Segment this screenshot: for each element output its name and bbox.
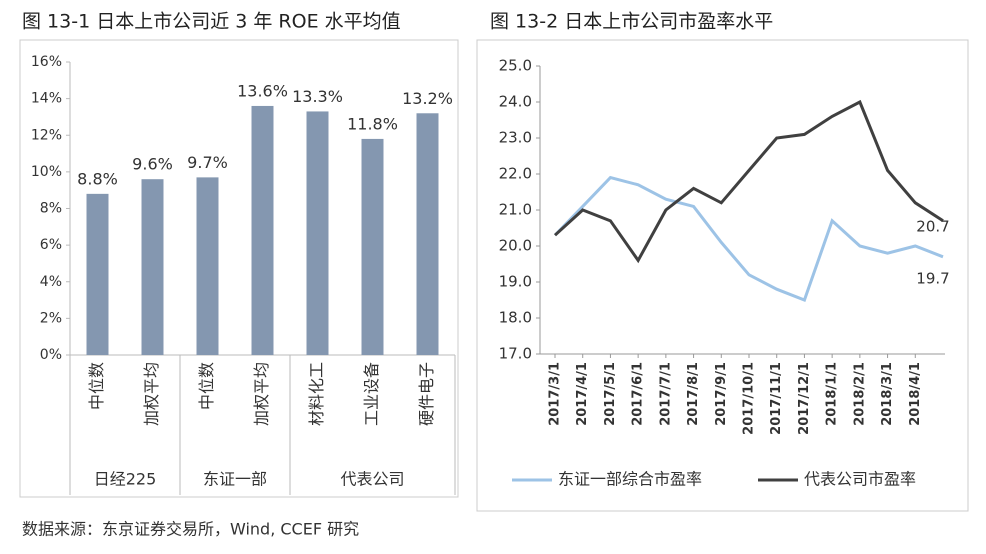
legend-label: 东证一部综合市盈率: [558, 470, 702, 489]
x-tick-label: 2018/1/1: [825, 362, 840, 426]
y-tick-label: 2%: [40, 310, 62, 326]
y-tick-label: 14%: [31, 91, 62, 107]
x-tick-label: 材料化工: [307, 362, 326, 426]
bar: [141, 179, 164, 355]
chart-title: 图 13-1 日本上市公司近 3 年 ROE 水平均值: [22, 11, 401, 33]
data-label: 9.7%: [187, 153, 228, 172]
group-label: 代表公司: [340, 470, 404, 489]
x-tick-label: 硬件电子: [417, 362, 436, 426]
data-label: 13.2%: [402, 89, 453, 108]
x-tick-label: 中位数: [87, 362, 106, 410]
panel-1: [19, 39, 459, 498]
x-tick-label: 2017/5/1: [603, 362, 618, 426]
y-tick-label: 12%: [31, 127, 62, 143]
x-tick-label: 2017/9/1: [714, 362, 729, 426]
x-tick-label: 2017/6/1: [631, 362, 646, 426]
x-tick-label: 2017/4/1: [575, 362, 590, 426]
bar: [196, 177, 219, 355]
y-tick-label: 25.0: [499, 57, 532, 75]
x-tick-label: 2017/12/1: [797, 362, 812, 435]
bar: [86, 193, 109, 355]
data-label: 8.8%: [77, 169, 118, 188]
data-label: 13.3%: [292, 87, 343, 106]
x-tick-label: 中位数: [197, 362, 216, 410]
data-label: 9.6%: [132, 155, 173, 174]
x-tick-label: 2017/3/1: [548, 362, 563, 426]
panel-2: [476, 39, 969, 512]
bar: [251, 105, 274, 355]
x-tick-label: 2017/7/1: [658, 362, 673, 426]
y-tick-label: 8%: [40, 201, 62, 217]
group-label: 日经225: [94, 470, 157, 489]
x-tick-label: 2017/11/1: [769, 362, 784, 435]
y-tick-label: 18.0: [499, 309, 532, 327]
line-series: [553, 99, 944, 264]
y-tick-label: 19.0: [499, 273, 532, 291]
y-tick-label: 17.0: [499, 345, 532, 363]
x-tick-label: 2017/10/1: [742, 362, 757, 435]
y-tick-label: 21.0: [499, 201, 532, 219]
x-tick-label: 2017/8/1: [686, 362, 701, 426]
bar: [306, 111, 329, 355]
source-note: 数据来源：东京证券交易所，Wind, CCEF 研究: [22, 520, 359, 539]
line-series: [553, 175, 944, 302]
legend-label: 代表公司市盈率: [804, 470, 916, 489]
bar: [416, 113, 439, 356]
data-label: 11.8%: [347, 114, 398, 133]
x-tick-label: 2018/3/1: [880, 362, 895, 426]
data-label: 20.7: [916, 217, 949, 235]
y-tick-label: 10%: [31, 164, 62, 180]
bar: [361, 138, 384, 355]
y-tick-label: 22.0: [499, 165, 532, 183]
y-tick-label: 24.0: [499, 93, 532, 111]
x-tick-label: 2018/4/1: [908, 362, 923, 426]
data-label: 13.6%: [237, 81, 288, 100]
x-tick-label: 2018/2/1: [852, 362, 867, 426]
group-label: 东证一部: [203, 470, 267, 489]
x-tick-label: 加权平均: [252, 362, 271, 426]
chart-title: 图 13-2 日本上市公司市盈率水平: [490, 11, 773, 33]
y-tick-label: 0%: [40, 347, 62, 363]
y-tick-label: 23.0: [499, 129, 532, 147]
y-tick-label: 6%: [40, 237, 62, 253]
y-tick-label: 4%: [40, 274, 62, 290]
y-tick-label: 16%: [31, 54, 62, 70]
data-label: 19.7: [916, 269, 949, 287]
x-tick-label: 工业设备: [362, 362, 381, 426]
y-tick-label: 20.0: [499, 237, 532, 255]
x-tick-label: 加权平均: [142, 362, 161, 426]
